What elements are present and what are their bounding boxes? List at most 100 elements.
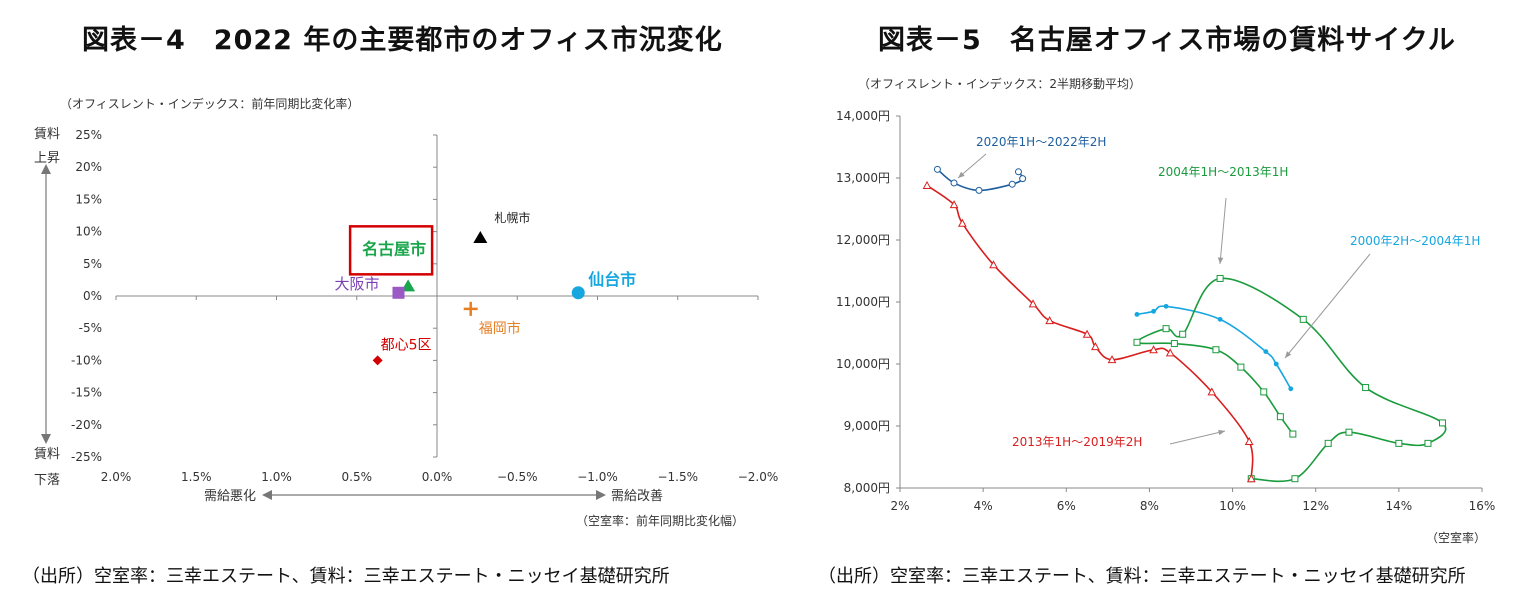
left-y-bottom-label-2: 下落 bbox=[34, 473, 60, 488]
left-chart-title: 図表－4 2022 年の主要都市のオフィス市況変化 bbox=[82, 25, 723, 56]
x-tick-label: 16% bbox=[1469, 499, 1496, 513]
series-3-point-4 bbox=[1165, 348, 1175, 357]
y-tick-label: -15% bbox=[71, 386, 102, 400]
annotation-arrowhead-icon bbox=[958, 171, 965, 178]
y-tick-label: -20% bbox=[71, 418, 102, 432]
left-x-right-label: 需給改善 bbox=[611, 488, 663, 504]
x-tick-label: 10% bbox=[1219, 499, 1246, 513]
point-6 bbox=[372, 355, 383, 366]
series-2-point-1 bbox=[1289, 430, 1297, 438]
series-1-point-7 bbox=[1288, 386, 1294, 392]
series-2-point-5 bbox=[1212, 346, 1220, 354]
y-tick-label: 0% bbox=[83, 289, 102, 303]
y-tick-label: 14,000円 bbox=[836, 109, 890, 123]
x-tick-label: 14% bbox=[1386, 499, 1413, 513]
point-label-1: 札幌市 bbox=[494, 210, 530, 225]
annotation-arrowhead-icon bbox=[1218, 429, 1225, 436]
series-1-point-4 bbox=[1217, 316, 1223, 322]
series-3-point-14 bbox=[922, 180, 932, 189]
x-tick-label: −1.0% bbox=[577, 470, 618, 484]
series-3-point-8 bbox=[1082, 329, 1092, 338]
right-y-note: （オフィスレント・インデックス：2半期移動平均） bbox=[858, 76, 1141, 91]
point-1 bbox=[473, 231, 488, 244]
annotation-pointer-4 bbox=[1169, 430, 1226, 445]
series-3-point-3 bbox=[1207, 387, 1217, 396]
series-2-point-7 bbox=[1133, 338, 1141, 346]
series-2-point-15 bbox=[1395, 439, 1403, 447]
series-3-point-5 bbox=[1149, 345, 1158, 354]
series-2-point-10 bbox=[1216, 274, 1224, 282]
series-3-point-11 bbox=[989, 260, 998, 269]
left-source: （出所）空室率：三幸エステート、賃料：三幸エステート・ニッセイ基礎研究所 bbox=[22, 566, 670, 587]
series-annotation-4: 2020年1H～2022年2H bbox=[976, 135, 1106, 149]
series-2-point-4 bbox=[1237, 363, 1245, 371]
series-2-point-3 bbox=[1260, 388, 1268, 396]
x-tick-label: −0.5% bbox=[497, 470, 538, 484]
series-3-point-6 bbox=[1107, 355, 1117, 364]
series-1-point-1 bbox=[1134, 312, 1140, 317]
left-y-top-label-2: 上昇 bbox=[34, 151, 60, 166]
y-tick-label: 5% bbox=[83, 257, 102, 271]
series-2-point-11 bbox=[1299, 315, 1307, 323]
right-source: （出所）空室率：三幸エステート、賃料：三幸エステート・ニッセイ基礎研究所 bbox=[818, 566, 1466, 587]
annotation-arrowhead-icon bbox=[1217, 257, 1224, 264]
left-chart: 25% 20% 15% 10% 5% 0% -5% -10% -15% -20% -25% 2.0% 1… bbox=[34, 96, 779, 528]
left-y-note: （オフィスレント・インデックス：前年同期比変化率） bbox=[60, 96, 359, 111]
series-4-point-5 bbox=[1019, 175, 1027, 183]
annotation-pointer-2 bbox=[1219, 197, 1227, 265]
y-tick-label: -5% bbox=[79, 321, 102, 335]
series-annotation-1: 2000年2H～2004年1H bbox=[1350, 234, 1480, 248]
left-x-left-label: 需給悪化 bbox=[204, 489, 256, 504]
point-label-5: 福岡市 bbox=[479, 320, 521, 337]
point-4 bbox=[392, 286, 405, 299]
series-3-point-1 bbox=[1246, 474, 1256, 483]
right-chart: 8,000円 9,000円 10,000円 11,000円 12,000円 13,000円… bbox=[836, 76, 1496, 545]
point-label-6: 都心5区 bbox=[381, 337, 432, 353]
series-3-point-10 bbox=[1028, 299, 1038, 308]
y-tick-label: 25% bbox=[75, 128, 102, 142]
left-y-top-label-1: 賃料 bbox=[34, 127, 60, 142]
series-2-point-13 bbox=[1439, 419, 1447, 427]
point-label-3: 名古屋市 bbox=[362, 239, 426, 258]
x-tick-label: 4% bbox=[974, 499, 993, 513]
right-x-note: （空室率） bbox=[1426, 530, 1486, 545]
left-y-bottom-label-1: 賃料 bbox=[34, 447, 60, 462]
y-tick-label: 13,000円 bbox=[836, 171, 890, 185]
x-tick-label: 0.0% bbox=[422, 470, 453, 484]
x-tick-label: −2.0% bbox=[738, 470, 779, 484]
series-2-point-6 bbox=[1170, 340, 1178, 348]
y-tick-label: 9,000円 bbox=[844, 419, 890, 433]
y-tick-label: -10% bbox=[71, 353, 102, 367]
y-tick-label: 11,000円 bbox=[836, 295, 890, 309]
point-label-4: 大阪市 bbox=[334, 275, 379, 293]
y-tick-label: 10,000円 bbox=[836, 357, 890, 371]
series-1-point-5 bbox=[1263, 349, 1269, 354]
series-4-point-1 bbox=[933, 165, 941, 173]
x-tick-label: 2.0% bbox=[101, 470, 132, 484]
y-tick-label: 8,000円 bbox=[844, 481, 890, 495]
y-tick-label: 10% bbox=[75, 225, 102, 239]
x-tick-label: 8% bbox=[1140, 499, 1159, 513]
point-label-2: 仙台市 bbox=[588, 270, 636, 289]
y-tick-label: -25% bbox=[71, 450, 102, 464]
annotation-pointer-3 bbox=[1284, 253, 1371, 359]
series-2-point-14 bbox=[1424, 439, 1432, 447]
x-tick-label: 12% bbox=[1302, 499, 1329, 513]
series-4-point-4 bbox=[1008, 180, 1016, 188]
series-2-point-8 bbox=[1162, 325, 1170, 333]
x-tick-label: 2% bbox=[890, 499, 909, 513]
annotation-arrowhead-icon bbox=[1285, 351, 1292, 358]
arrow-down-icon bbox=[41, 434, 51, 444]
series-3-point-2 bbox=[1244, 436, 1254, 445]
series-2-point-16 bbox=[1345, 428, 1353, 436]
y-tick-label: 12,000円 bbox=[836, 233, 890, 247]
series-4-point-6 bbox=[1014, 168, 1022, 176]
point-3 bbox=[401, 279, 416, 292]
series-annotation-2: 2004年1H～2013年1H bbox=[1158, 165, 1288, 179]
x-tick-label: −1.5% bbox=[657, 470, 698, 484]
x-tick-label: 1.0% bbox=[261, 470, 292, 484]
x-tick-label: 1.5% bbox=[181, 470, 212, 484]
series-4-point-3 bbox=[975, 186, 983, 194]
series-2-point-18 bbox=[1291, 475, 1299, 483]
arrow-left-icon bbox=[262, 490, 272, 500]
